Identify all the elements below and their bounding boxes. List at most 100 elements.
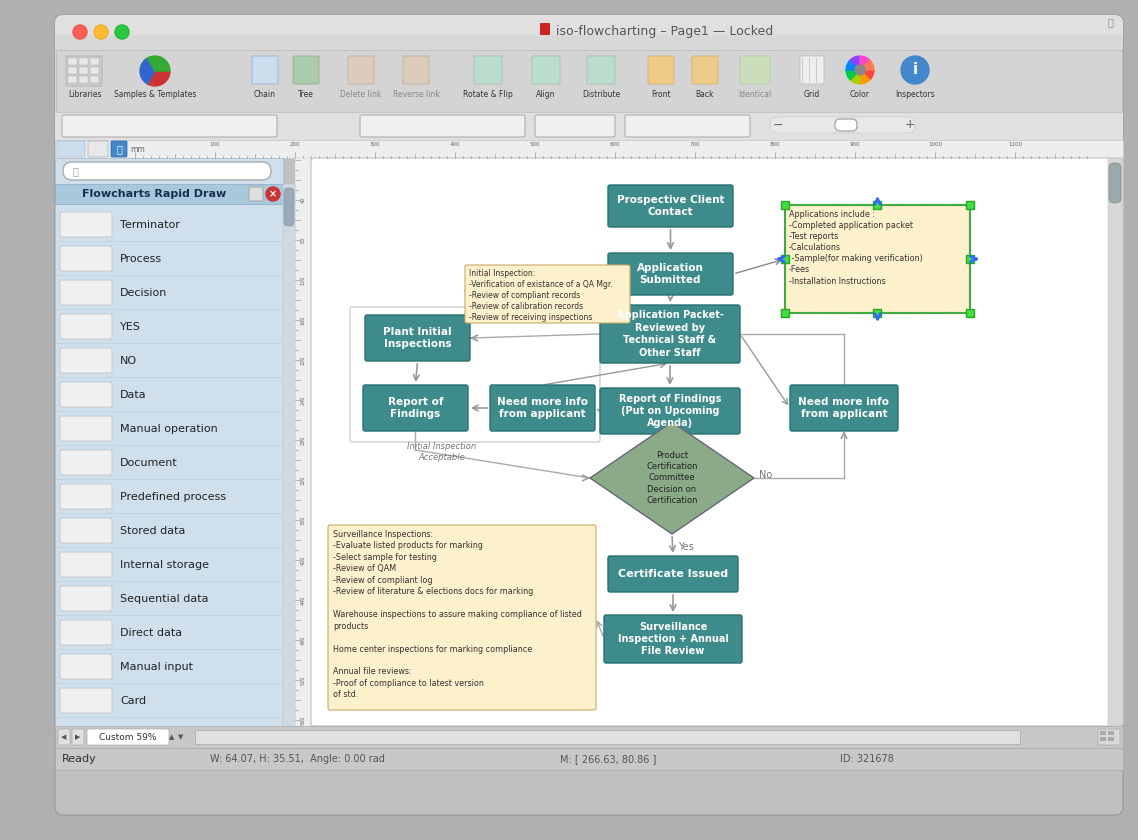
FancyBboxPatch shape <box>251 56 278 84</box>
FancyBboxPatch shape <box>88 141 108 157</box>
Circle shape <box>140 56 170 86</box>
Text: Application Packet-
Reviewed by
Technical Staff &
Other Staff: Application Packet- Reviewed by Technica… <box>617 311 724 358</box>
Text: Ready: Ready <box>61 754 97 764</box>
Bar <box>1108 731 1114 735</box>
Text: Flowcharts Rapid Draw: Flowcharts Rapid Draw <box>82 189 226 199</box>
Wedge shape <box>850 70 860 84</box>
Bar <box>195 730 1020 744</box>
Text: Card: Card <box>119 696 146 706</box>
Text: Initial Inspection
Acceptable: Initial Inspection Acceptable <box>407 443 477 462</box>
Text: −: − <box>773 118 783 132</box>
Text: Samples & Templates: Samples & Templates <box>114 90 196 99</box>
Bar <box>90 76 99 83</box>
FancyBboxPatch shape <box>61 115 277 137</box>
Bar <box>295 158 311 728</box>
Wedge shape <box>148 71 170 86</box>
Text: Yes: Yes <box>678 542 694 552</box>
Bar <box>79 58 88 65</box>
Text: Reverse link: Reverse link <box>393 90 439 99</box>
Text: Delete link: Delete link <box>340 90 381 99</box>
FancyBboxPatch shape <box>60 620 112 645</box>
Text: Surveillance
Inspection + Annual
File Review: Surveillance Inspection + Annual File Re… <box>618 622 728 656</box>
Wedge shape <box>860 70 874 80</box>
FancyBboxPatch shape <box>55 15 1123 815</box>
Text: Custom 59%: Custom 59% <box>99 732 157 742</box>
Bar <box>79 76 88 83</box>
Bar <box>79 67 88 74</box>
Text: Manual input: Manual input <box>119 662 193 672</box>
Bar <box>1100 731 1106 735</box>
FancyBboxPatch shape <box>112 141 127 157</box>
Circle shape <box>73 25 86 39</box>
FancyBboxPatch shape <box>604 615 742 663</box>
Text: 🔍: 🔍 <box>72 166 77 176</box>
FancyBboxPatch shape <box>311 158 1123 726</box>
Text: Direct data: Direct data <box>119 628 182 638</box>
FancyBboxPatch shape <box>648 56 674 84</box>
Text: Document: Document <box>119 458 178 468</box>
Text: 400: 400 <box>450 143 460 148</box>
Text: Internal storage: Internal storage <box>119 560 209 570</box>
FancyBboxPatch shape <box>608 556 739 592</box>
Bar <box>781 201 789 209</box>
Bar <box>55 748 1123 770</box>
FancyBboxPatch shape <box>790 385 898 431</box>
FancyBboxPatch shape <box>60 586 112 611</box>
Text: Report of Findings
(Put on Upcoming
Agenda): Report of Findings (Put on Upcoming Agen… <box>619 394 721 428</box>
Bar <box>283 184 295 754</box>
Wedge shape <box>148 56 170 71</box>
Wedge shape <box>860 60 874 70</box>
Text: Terminator: Terminator <box>119 220 180 230</box>
FancyBboxPatch shape <box>284 188 294 226</box>
Text: 240: 240 <box>300 396 305 405</box>
Text: Stored data: Stored data <box>119 526 185 536</box>
FancyBboxPatch shape <box>63 162 271 180</box>
FancyBboxPatch shape <box>600 388 740 434</box>
Bar <box>68 58 77 65</box>
Text: ⤢: ⤢ <box>1107 17 1113 27</box>
Text: 440: 440 <box>300 596 305 605</box>
Text: Application
Submitted: Application Submitted <box>637 263 704 286</box>
FancyBboxPatch shape <box>465 265 630 323</box>
FancyBboxPatch shape <box>625 115 750 137</box>
Bar <box>68 67 77 74</box>
FancyBboxPatch shape <box>66 56 102 86</box>
Text: Grid: Grid <box>803 90 820 99</box>
Text: Sequential data: Sequential data <box>119 594 208 604</box>
Text: Rotate & Flip: Rotate & Flip <box>463 90 513 99</box>
Bar <box>55 50 1123 112</box>
Text: Tree: Tree <box>298 90 314 99</box>
Bar <box>874 201 882 209</box>
Text: 800: 800 <box>769 143 781 148</box>
Text: 120: 120 <box>300 276 305 285</box>
FancyBboxPatch shape <box>60 484 112 509</box>
Wedge shape <box>140 58 155 84</box>
FancyBboxPatch shape <box>292 56 319 84</box>
Text: ▶: ▶ <box>75 734 81 740</box>
Circle shape <box>94 25 108 39</box>
Bar <box>781 309 789 317</box>
Text: ▲: ▲ <box>170 734 175 740</box>
FancyBboxPatch shape <box>55 15 1123 50</box>
FancyBboxPatch shape <box>587 56 615 84</box>
Bar <box>874 309 882 317</box>
Bar <box>56 50 1122 112</box>
Text: 480: 480 <box>300 635 305 644</box>
Text: Report of
Findings: Report of Findings <box>388 396 443 419</box>
Bar <box>1108 737 1114 741</box>
Text: M: [ 266.63, 80.86 ]: M: [ 266.63, 80.86 ] <box>560 754 657 764</box>
Text: Predefined process: Predefined process <box>119 492 226 502</box>
Bar <box>90 58 99 65</box>
Wedge shape <box>846 70 860 80</box>
Text: 160: 160 <box>300 315 305 325</box>
FancyBboxPatch shape <box>60 450 112 475</box>
FancyBboxPatch shape <box>365 315 470 361</box>
FancyBboxPatch shape <box>348 56 374 84</box>
Text: Manual operation: Manual operation <box>119 424 217 434</box>
FancyBboxPatch shape <box>360 115 525 137</box>
FancyBboxPatch shape <box>600 305 740 363</box>
Text: 200: 200 <box>290 143 300 148</box>
Text: 280: 280 <box>300 435 305 444</box>
Bar <box>781 255 789 263</box>
Text: Identical: Identical <box>739 90 772 99</box>
